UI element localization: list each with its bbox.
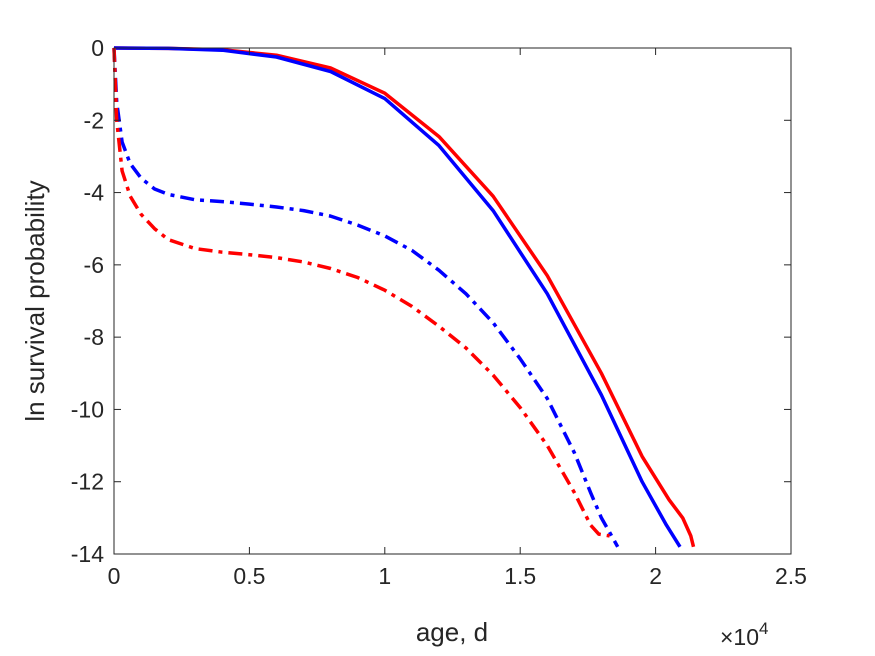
y-tick-label: -12: [71, 469, 104, 495]
axes-frame: [113, 47, 792, 555]
x-exponent-label: ×104: [720, 619, 768, 650]
series-line-0: [113, 46, 696, 548]
y-tick-label: -2: [84, 107, 104, 133]
x-tick-label: 2.5: [775, 563, 807, 589]
x-tick-label: 1: [378, 563, 391, 589]
y-tick-label: -6: [84, 252, 104, 278]
x-exponent-base: ×10: [720, 624, 759, 650]
series-line-2: [112, 47, 620, 548]
y-tick-label: -14: [71, 541, 104, 567]
x-tick-label: 0: [108, 563, 121, 589]
ticks: 0 0.5 1 1.5 2 2.5 0 -2 -4 -6 -8 -10 -12 -14: [71, 35, 807, 589]
x-exponent-power: 4: [759, 619, 768, 638]
series-line-3: [112, 47, 610, 538]
y-tick-label: -10: [71, 396, 104, 422]
plot-lines: [112, 46, 696, 548]
y-axis-label: ln survival probability: [20, 180, 50, 421]
series-line-1: [113, 46, 682, 548]
y-tick-label: -8: [84, 324, 104, 350]
y-tick-label: -4: [84, 180, 105, 206]
x-tick-label: 2: [649, 563, 662, 589]
x-tick-label: 0.5: [233, 563, 265, 589]
x-axis-label: age, d: [416, 617, 488, 647]
x-tick-label: 1.5: [504, 563, 536, 589]
y-tick-label: 0: [91, 35, 104, 61]
